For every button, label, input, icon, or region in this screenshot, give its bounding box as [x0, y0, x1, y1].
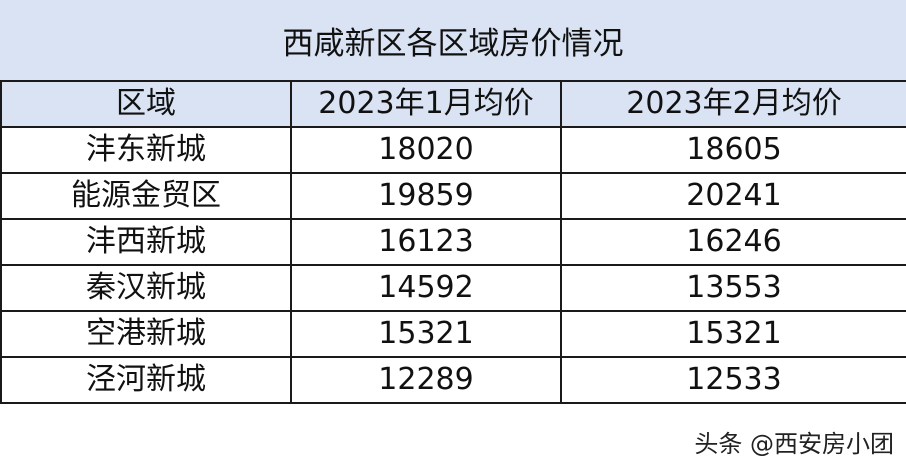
price-table: 区域 2023年1月均价 2023年2月均价 沣东新城 18020 18605 能源金…: [0, 80, 906, 404]
table-title: 西咸新区各区域房价情况: [0, 0, 906, 80]
table-row: 沣东新城 18020 18605: [0, 126, 906, 174]
region-cell: 能源金贸区: [0, 172, 292, 220]
header-row: 区域 2023年1月均价 2023年2月均价: [0, 80, 906, 128]
jan-price-cell: 19859: [290, 172, 562, 220]
region-cell: 沣东新城: [0, 126, 292, 174]
feb-price-cell: 18605: [560, 126, 906, 174]
header-region: 区域: [0, 80, 292, 128]
table-row: 能源金贸区 19859 20241: [0, 172, 906, 220]
region-cell: 泾河新城: [0, 356, 292, 404]
header-jan-price: 2023年1月均价: [290, 80, 562, 128]
table-row: 空港新城 15321 15321: [0, 310, 906, 358]
table-row: 秦汉新城 14592 13553: [0, 264, 906, 312]
region-cell: 秦汉新城: [0, 264, 292, 312]
watermark: 头条 @西安房小团: [694, 430, 894, 458]
feb-price-cell: 13553: [560, 264, 906, 312]
jan-price-cell: 12289: [290, 356, 562, 404]
table-row: 泾河新城 12289 12533: [0, 356, 906, 404]
region-cell: 沣西新城: [0, 218, 292, 266]
feb-price-cell: 12533: [560, 356, 906, 404]
region-cell: 空港新城: [0, 310, 292, 358]
jan-price-cell: 14592: [290, 264, 562, 312]
jan-price-cell: 16123: [290, 218, 562, 266]
header-feb-price: 2023年2月均价: [560, 80, 906, 128]
jan-price-cell: 15321: [290, 310, 562, 358]
feb-price-cell: 16246: [560, 218, 906, 266]
feb-price-cell: 15321: [560, 310, 906, 358]
feb-price-cell: 20241: [560, 172, 906, 220]
jan-price-cell: 18020: [290, 126, 562, 174]
table-row: 沣西新城 16123 16246: [0, 218, 906, 266]
